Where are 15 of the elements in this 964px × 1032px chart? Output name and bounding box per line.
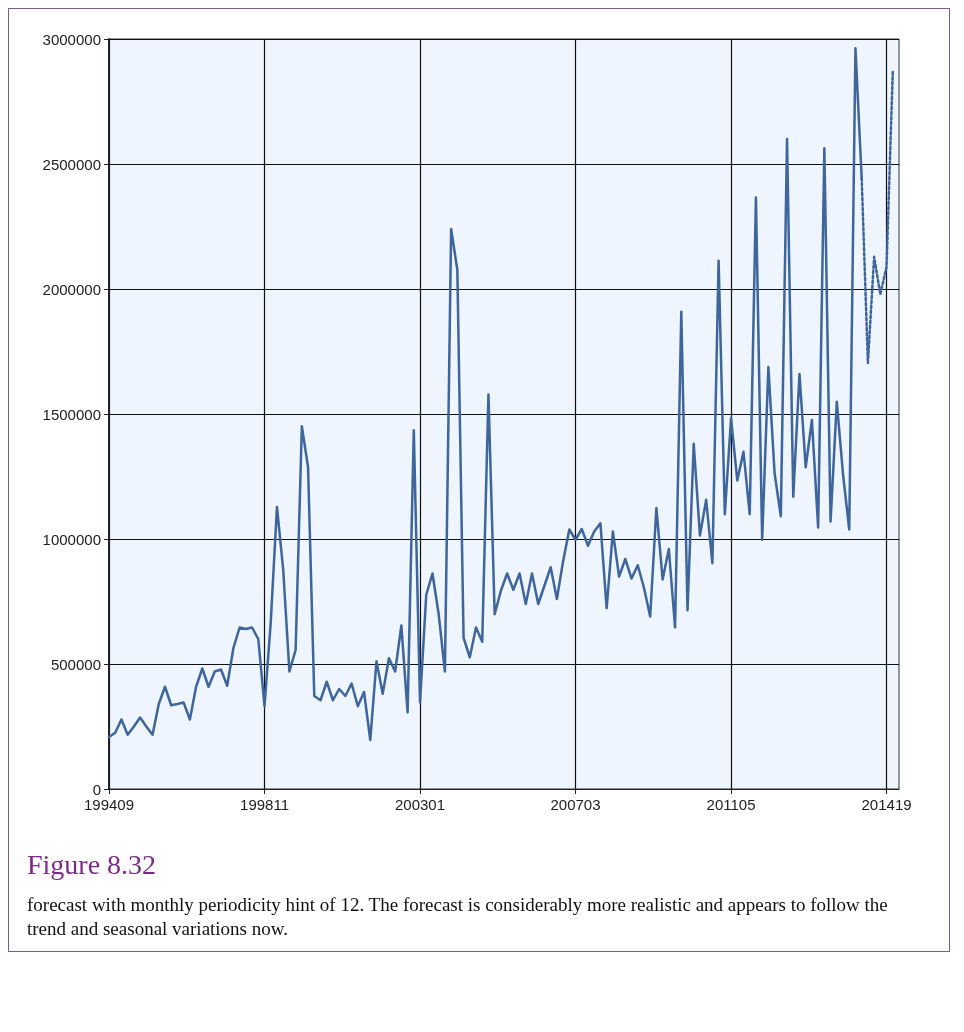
- x-tick-label: 201105: [706, 796, 756, 813]
- x-tick-label: 199811: [240, 796, 289, 813]
- y-tick-label: 3000000: [42, 30, 101, 48]
- text: forecast with monthly periodicity hint of 12. The forecast is considerably more realistic and appears to follow the trend and seasonal variations now.: [27, 893, 889, 941]
- x-tick-label: 199409: [83, 796, 135, 813]
- x-tick-label: 200703: [550, 796, 601, 813]
- y-tick-label: 2500000: [42, 155, 101, 173]
- y-tick-label: 2000000: [42, 280, 101, 298]
- x-tick-label: 200301: [394, 796, 446, 813]
- y-tick-label: 0: [92, 780, 101, 798]
- y-tick-label: 500000: [50, 655, 101, 673]
- x-tick-label: 201419: [861, 796, 912, 813]
- text: Figure 8.32: [27, 849, 158, 881]
- y-tick-label: 1500000: [42, 405, 101, 423]
- y-tick-label: 1000000: [42, 530, 101, 548]
